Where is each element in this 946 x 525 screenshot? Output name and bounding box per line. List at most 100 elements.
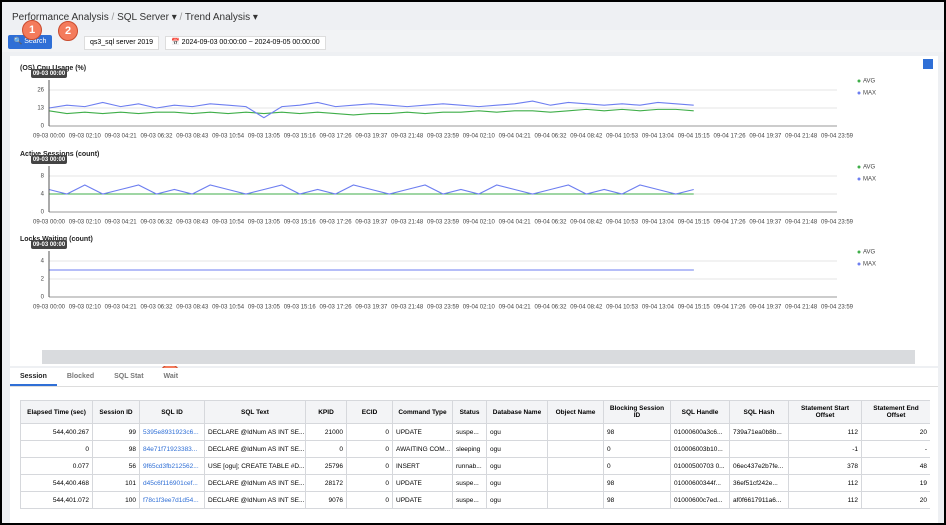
column-header[interactable]: Blocking Session ID [603, 400, 671, 424]
legend-swatch [857, 262, 861, 266]
x-tick-label: 09-03 19:37 [355, 220, 388, 226]
table-row[interactable]: 544,400.267 99 5395e8931923c6... DECLARE @I… [20, 423, 930, 441]
x-tick-label: 09-03 08:43 [176, 134, 209, 140]
tab-panel: Session Blocked SQL Stat Wait Elapsed Time … [10, 368, 938, 523]
y-tick-label: 0 [41, 210, 45, 216]
x-tick-label: 09-04 06:32 [534, 220, 567, 226]
scrollbar[interactable] [42, 350, 915, 364]
chart-title: Active Sessions (count) [20, 151, 99, 158]
y-tick-label: 13 [37, 106, 44, 112]
tooltip-box [31, 155, 67, 164]
zoom-button[interactable] [923, 59, 933, 69]
x-tick-label: 09-04 15:15 [678, 305, 711, 311]
table-row[interactable]: 544,401.072 100 f78c1f3ee7d1d54... DECLARE … [20, 491, 930, 509]
column-header[interactable]: Statement Start Offset [788, 400, 862, 424]
x-tick-label: 09-03 10:54 [212, 134, 245, 140]
column-header[interactable]: SQL Text [204, 400, 306, 424]
x-tick-label: 09-03 21:48 [391, 220, 424, 226]
column-header[interactable]: Command Type [392, 400, 453, 424]
search-button[interactable]: 🔍 Search [8, 35, 52, 49]
table-cell: UPDATE [392, 423, 453, 441]
x-tick-label: 09-03 17:26 [320, 220, 353, 226]
x-tick-label: 09-03 06:32 [140, 220, 173, 226]
table-cell: 0 [305, 440, 347, 458]
legend-label: AVG [863, 79, 876, 85]
series-line [48, 108, 694, 116]
x-tick-label: 09-03 00:00 [33, 305, 66, 311]
table-cell: 739a71ea0b8b... [729, 423, 789, 441]
x-tick-label: 09-04 08:42 [570, 220, 603, 226]
column-header[interactable]: Status [452, 400, 487, 424]
x-tick-label: 09-04 17:26 [714, 305, 747, 311]
table-cell: UPDATE [392, 491, 453, 509]
table-cell: DECLARE @IdNum AS INT SE... [204, 474, 306, 492]
crumb[interactable]: Trend Analysis [184, 12, 251, 23]
column-header[interactable]: ECID [346, 400, 393, 424]
tab[interactable]: Blocked [66, 373, 95, 380]
x-tick-label: 09-04 06:32 [534, 134, 567, 140]
x-tick-label: 09-04 21:48 [785, 134, 818, 140]
badge: 2 [58, 21, 78, 41]
table-cell: 98 [603, 474, 671, 492]
x-tick-label: 09-03 21:48 [391, 134, 424, 140]
tab[interactable]: Wait [163, 373, 179, 380]
column-header[interactable]: Session ID [92, 400, 140, 424]
x-tick-label: 09-03 02:10 [69, 220, 102, 226]
date-range[interactable]: 📅 2024-09-03 00:00:00 ~ 2024-09-05 00:00… [165, 36, 326, 50]
x-tick-label: 09-03 02:10 [69, 134, 102, 140]
table-cell: 0.077 [20, 457, 93, 475]
table-cell: - [861, 440, 930, 458]
crumb[interactable]: Performance Analysis [12, 12, 109, 23]
crumb[interactable]: SQL Server [117, 12, 169, 23]
x-tick-label: 09-03 17:26 [320, 305, 353, 311]
column-header[interactable]: KPID [305, 400, 347, 424]
x-tick-label: 09-04 23:59 [821, 305, 854, 311]
column-header[interactable]: Database Name [486, 400, 548, 424]
table-cell: 0 [20, 440, 93, 458]
chart-title: (OS) Cpu Usage (%) [20, 65, 86, 72]
x-tick-label: 09-03 02:10 [69, 305, 102, 311]
table-cell: INSERT [392, 457, 453, 475]
tab[interactable]: SQL Stat [114, 373, 144, 380]
x-tick-label: 09-03 04:21 [105, 305, 138, 311]
table-row[interactable]: 544,400.468 101 d45c6f116901cef... DECLARE … [20, 474, 930, 492]
legend-label: AVG [863, 250, 876, 256]
x-tick-label: 09-04 19:37 [749, 134, 782, 140]
session-table: Elapsed Time (sec) Session ID SQL ID SQL Te… [20, 400, 930, 509]
x-tick-label: 09-03 00:00 [33, 220, 66, 226]
table-row[interactable]: 0 98 84e71f71923383... DECLARE @IdNum AS IN… [20, 440, 930, 458]
table-cell: 5395e8931923c6... [139, 423, 205, 441]
x-tick-label: 09-03 04:21 [105, 220, 138, 226]
table-row[interactable]: 0.077 56 9f65cd3fb212562... USE [ogu]; CREA… [20, 457, 930, 475]
x-tick-label: 09-03 08:43 [176, 220, 209, 226]
tab[interactable]: Session [10, 368, 57, 386]
y-tick-label: 8 [41, 174, 45, 180]
x-tick-label: 09-03 10:54 [212, 305, 245, 311]
table-cell: 0 [603, 440, 671, 458]
table-cell: 21000 [305, 423, 347, 441]
x-tick-label: 09-04 02:10 [463, 134, 496, 140]
column-header[interactable]: SQL ID [139, 400, 205, 424]
instance-filter[interactable]: qs3_sql server 2019 [84, 36, 160, 50]
table-cell: 0 [346, 457, 393, 475]
column-header[interactable]: SQL Handle [670, 400, 730, 424]
x-tick-label: 09-04 06:32 [534, 305, 567, 311]
badge: 1 [22, 20, 42, 40]
column-header[interactable]: SQL Hash [729, 400, 789, 424]
column-header[interactable]: Object Name [547, 400, 604, 424]
table-cell: d45c6f116901cef... [139, 474, 205, 492]
tooltip-text: 09-03 00:00 [33, 242, 66, 248]
table-cell: 112 [788, 491, 862, 509]
column-header[interactable]: Statement End Offset [861, 400, 930, 424]
x-tick-label: 09-03 00:00 [33, 134, 66, 140]
chart-title: Locks Waiting (count) [20, 236, 93, 243]
tooltip-text: 09-03 00:00 [33, 157, 66, 163]
table-cell: 101 [92, 474, 140, 492]
x-tick-label: 09-04 23:59 [821, 134, 854, 140]
table-cell: 378 [788, 457, 862, 475]
x-tick-label: 09-04 10:53 [606, 305, 639, 311]
column-header[interactable]: Elapsed Time (sec) [20, 400, 93, 424]
table-cell: 0 [346, 474, 393, 492]
x-tick-label: 09-03 06:32 [140, 134, 173, 140]
